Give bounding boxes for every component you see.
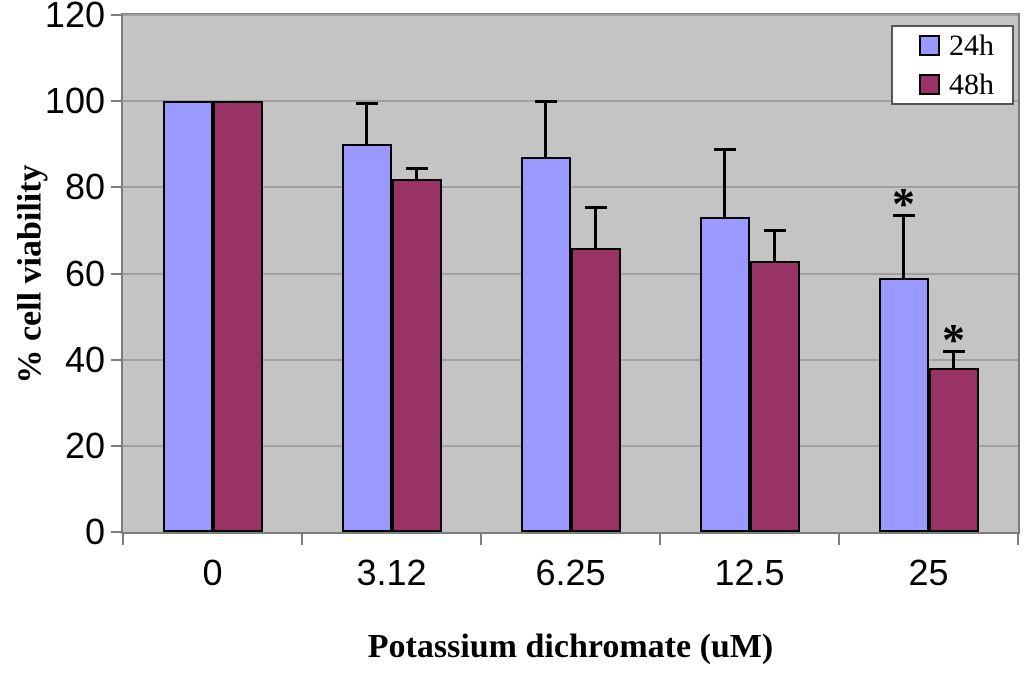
x-axis-tick xyxy=(659,532,661,545)
gridline xyxy=(123,186,1018,189)
x-axis-title: Potassium dichromate (uM) xyxy=(367,628,774,665)
significance-marker: * xyxy=(892,178,915,230)
y-axis-tick xyxy=(111,444,121,447)
error-bar-stem xyxy=(902,215,905,278)
y-axis-tick xyxy=(111,531,121,533)
gridline xyxy=(123,14,1018,16)
y-tick-label: 60 xyxy=(64,252,105,294)
error-bar-cap xyxy=(584,205,607,209)
bar-48h-6.25 xyxy=(570,247,621,532)
y-tick-label: 100 xyxy=(44,80,105,122)
bar-48h-25 xyxy=(928,368,979,532)
legend-swatch-icon xyxy=(919,35,940,56)
y-tick-label: 120 xyxy=(44,0,105,35)
y-tick-label: 80 xyxy=(64,166,105,208)
y-tick-label: 40 xyxy=(64,338,105,380)
x-axis-tick xyxy=(838,532,840,545)
error-bar-stem xyxy=(952,351,955,369)
x-axis-tick xyxy=(122,532,124,545)
bar-24h-3.12 xyxy=(341,144,392,532)
error-bar-stem xyxy=(723,148,726,218)
bar-24h-25 xyxy=(878,277,929,532)
legend-label: 48h xyxy=(949,67,994,101)
error-bar-cap xyxy=(892,214,915,218)
bar-24h-12.5 xyxy=(699,217,750,532)
y-axis-tick xyxy=(111,358,121,361)
x-axis-tick xyxy=(1017,532,1019,545)
legend: 24h 48h xyxy=(891,25,1014,105)
error-bar-cap xyxy=(713,147,736,151)
error-bar-stem xyxy=(594,206,597,248)
significance-marker: * xyxy=(942,314,965,366)
bar-48h-12.5 xyxy=(749,260,800,532)
legend-label: 24h xyxy=(949,28,994,62)
y-axis-tick xyxy=(111,272,121,275)
legend-item-48h: 48h xyxy=(919,67,1012,101)
bar-24h-6.25 xyxy=(520,157,571,532)
y-axis-tick xyxy=(111,186,121,189)
gridline xyxy=(123,100,1018,103)
x-tick-label: 0 xyxy=(202,552,223,593)
error-bar-stem xyxy=(415,167,418,179)
x-tick-label: 25 xyxy=(908,552,949,593)
error-bar-cap xyxy=(405,166,428,170)
bar-48h-3.12 xyxy=(391,178,442,532)
bar-48h-0 xyxy=(212,101,263,532)
error-bar-cap xyxy=(763,229,786,233)
x-axis-tick xyxy=(480,532,482,545)
error-bar-stem xyxy=(544,101,547,158)
x-tick-label: 6.25 xyxy=(535,552,606,593)
error-bar-cap xyxy=(355,102,378,106)
legend-item-24h: 24h xyxy=(919,28,1012,62)
x-axis-tick xyxy=(301,532,303,545)
x-tick-label: 12.5 xyxy=(714,552,785,593)
y-tick-label: 20 xyxy=(64,424,105,466)
legend-swatch-icon xyxy=(919,74,940,95)
error-bar-cap xyxy=(942,350,965,354)
y-tick-label: 0 xyxy=(84,511,105,552)
error-bar-cap xyxy=(534,100,557,104)
error-bar-stem xyxy=(365,103,368,145)
bar-24h-0 xyxy=(162,101,213,532)
plot-area: * * xyxy=(121,13,1020,534)
y-axis-tick xyxy=(111,100,121,103)
x-tick-label: 3.12 xyxy=(356,552,427,593)
y-axis-tick xyxy=(111,14,121,16)
error-bar-stem xyxy=(773,230,776,261)
